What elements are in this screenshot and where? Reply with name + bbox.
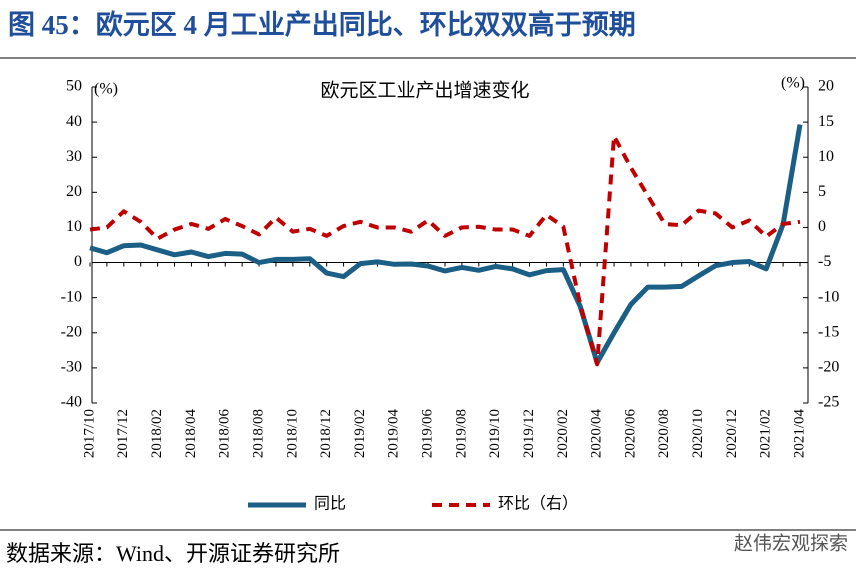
y-unit: (%) — [94, 81, 118, 98]
x-tick-label: 2018/12 — [318, 409, 334, 458]
y-tick-label: 0 — [74, 253, 82, 270]
x-tick-label: 2019/06 — [420, 409, 436, 459]
y-tick-label: -40 — [61, 394, 82, 411]
x-tick-label: 2018/02 — [149, 409, 165, 458]
y-tick-label: 50 — [66, 78, 82, 95]
x-tick-label: 2017/12 — [115, 409, 131, 458]
x-tick-label: 2019/04 — [386, 409, 402, 459]
x-tick-label: 2021/04 — [791, 409, 807, 459]
y-tick-label: -20 — [61, 323, 82, 340]
y-tick-label: 20 — [66, 183, 82, 200]
series-line — [89, 124, 803, 366]
y2-tick-label: -5 — [818, 253, 831, 270]
watermark: 赵伟宏观探索 — [734, 533, 848, 555]
y-tick-label: -30 — [61, 359, 82, 376]
x-tick-label: 2017/10 — [81, 409, 97, 458]
y2-tick-label: -20 — [818, 359, 839, 376]
x-tick-label: 2020/06 — [622, 409, 638, 459]
y2-tick-label: 20 — [818, 78, 834, 95]
series-line — [89, 134, 801, 367]
legend-label: 同比 — [314, 495, 346, 513]
y-tick-label: 30 — [66, 148, 82, 165]
y2-tick-label: -15 — [818, 323, 839, 340]
y2-tick-label: -25 — [818, 394, 839, 411]
y2-unit: (%) — [781, 75, 805, 92]
x-tick-label: 2020/04 — [589, 409, 605, 459]
x-tick-label: 2019/12 — [521, 409, 537, 458]
y2-tick-label: -10 — [818, 288, 839, 305]
y-tick-label: 40 — [66, 113, 82, 130]
y-tick-label: 10 — [66, 218, 82, 235]
y-tick-label: -10 — [61, 288, 82, 305]
x-tick-label: 2020/08 — [656, 409, 672, 458]
x-tick-label: 2018/04 — [183, 409, 199, 459]
y2-tick-label: 0 — [818, 218, 826, 235]
x-tick-label: 2021/02 — [758, 409, 774, 458]
y2-tick-label: 15 — [818, 113, 834, 130]
x-tick-label: 2019/08 — [453, 409, 469, 458]
x-tick-label: 2018/08 — [250, 409, 266, 458]
x-tick-label: 2020/12 — [724, 409, 740, 458]
y2-tick-label: 5 — [818, 183, 826, 200]
chart-title: 欧元区工业产出增速变化 — [320, 79, 529, 101]
page-title: 图 45：欧元区 4 月工业产出同比、环比双双高于预期 — [8, 9, 636, 40]
x-tick-label: 2018/06 — [217, 409, 233, 459]
y2-tick-label: 10 — [818, 148, 834, 165]
x-tick-label: 2018/10 — [284, 409, 300, 458]
source: 数据来源：Wind、开源证券研究所 — [6, 541, 340, 566]
x-tick-label: 2020/10 — [690, 409, 706, 458]
legend-label: 环比（右） — [498, 495, 578, 513]
x-tick-label: 2020/02 — [555, 409, 571, 458]
x-tick-label: 2019/10 — [487, 409, 503, 458]
x-tick-label: 2019/02 — [352, 409, 368, 458]
